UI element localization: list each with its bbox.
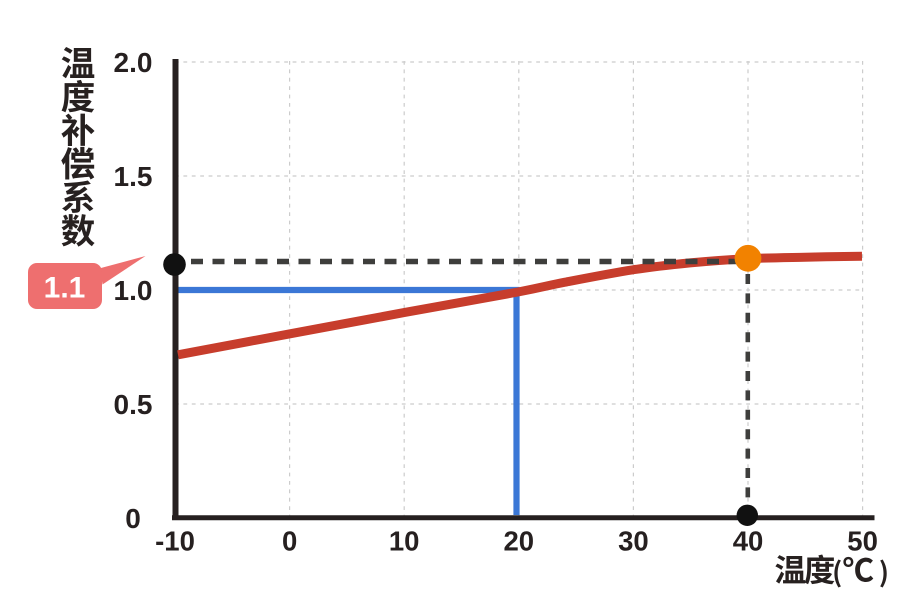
svg-text:-10: -10 (155, 525, 195, 556)
svg-text:2.0: 2.0 (114, 47, 153, 78)
svg-text:0.5: 0.5 (114, 389, 153, 420)
svg-text:1.5: 1.5 (114, 161, 153, 192)
svg-text:40: 40 (733, 525, 764, 556)
svg-text:1.0: 1.0 (114, 275, 153, 306)
svg-text:0: 0 (125, 503, 141, 534)
svg-text:30: 30 (618, 525, 649, 556)
svg-text:10: 10 (389, 525, 420, 556)
svg-text:50: 50 (847, 525, 878, 556)
svg-text:20: 20 (504, 525, 535, 556)
svg-text:0: 0 (282, 525, 297, 556)
svg-text:1.1: 1.1 (44, 272, 86, 305)
